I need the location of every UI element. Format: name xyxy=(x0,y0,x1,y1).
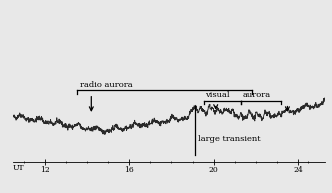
Text: large transient: large transient xyxy=(198,135,260,143)
Text: radio aurora: radio aurora xyxy=(80,81,132,89)
Text: aurora: aurora xyxy=(243,91,271,99)
Text: visual: visual xyxy=(205,91,230,99)
Text: UT: UT xyxy=(12,163,24,172)
